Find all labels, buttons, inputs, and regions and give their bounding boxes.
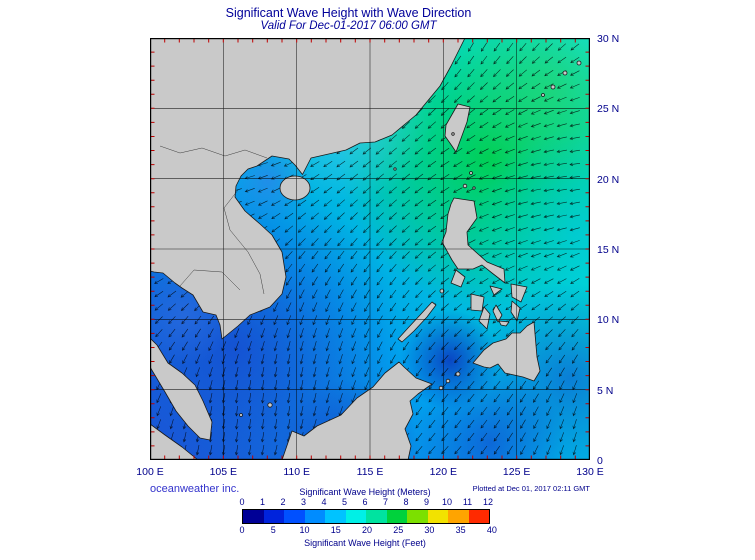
island-sulu-1 bbox=[455, 371, 461, 377]
colorbar-feet-tick: 5 bbox=[270, 525, 276, 535]
x-axis-label: 120 E bbox=[429, 466, 458, 478]
colorbar-feet-tick: 0 bbox=[239, 525, 245, 535]
land-luzon bbox=[441, 197, 506, 284]
y-axis-label: 25 N bbox=[597, 103, 620, 116]
island-ryukyu-2 bbox=[562, 70, 568, 76]
x-axis-label: 100 E bbox=[136, 466, 164, 478]
credit-text: oceanweather inc. bbox=[150, 483, 240, 495]
colorbar-segment bbox=[345, 510, 366, 523]
island-calamian bbox=[439, 288, 445, 294]
colorbar-feet-tick: 40 bbox=[486, 525, 497, 535]
grid-lines bbox=[150, 38, 590, 460]
map-panel bbox=[150, 38, 590, 460]
land-palawan bbox=[397, 301, 437, 343]
land-samar bbox=[510, 283, 528, 303]
colorbar-segment bbox=[263, 510, 284, 523]
colorbar-segment bbox=[448, 510, 469, 523]
map-border bbox=[150, 38, 590, 460]
land-masbate bbox=[489, 285, 503, 296]
colorbar-meters-tick: 2 bbox=[280, 497, 286, 507]
page-title: Significant Wave Height with Wave Direct… bbox=[225, 6, 472, 20]
wave-height-map bbox=[150, 38, 590, 460]
graticule-grid bbox=[150, 38, 590, 460]
degree-ticks bbox=[150, 38, 590, 460]
land-taiwan bbox=[444, 103, 471, 153]
colorbar-segment bbox=[304, 510, 325, 523]
country-borders bbox=[159, 145, 268, 295]
colorbar-meters-tick: 1 bbox=[259, 497, 265, 507]
colorbar-meters-tick: 11 bbox=[462, 497, 473, 507]
colorbar-feet-tick: 25 bbox=[393, 525, 404, 535]
colorbar-segment bbox=[243, 510, 264, 523]
colorbar bbox=[242, 509, 490, 524]
land-bohol bbox=[498, 320, 510, 327]
x-axis-label: 105 E bbox=[209, 466, 238, 478]
island-ryukyu-1 bbox=[550, 84, 556, 90]
colorbar-segment bbox=[427, 510, 448, 523]
colorbar-segment bbox=[468, 510, 489, 523]
colorbar-segment bbox=[386, 510, 407, 523]
y-axis-label: 0 bbox=[597, 455, 603, 467]
x-axis-label: 130 E bbox=[576, 466, 604, 478]
valid-time-subtitle: Valid For Dec-01-2017 06:00 GMT bbox=[260, 20, 437, 32]
island-penghu bbox=[451, 132, 455, 136]
colorbar-segment bbox=[284, 510, 305, 523]
colorbar-meters-tick: 9 bbox=[423, 497, 429, 507]
x-axis-label: 115 E bbox=[356, 466, 384, 478]
land-hainan bbox=[279, 175, 311, 201]
land-negros bbox=[478, 306, 491, 330]
colorbar-feet-tick: 30 bbox=[424, 525, 435, 535]
colorbar-title-feet: Significant Wave Height (Feet) bbox=[304, 538, 426, 548]
y-axis-label: 20 N bbox=[597, 173, 620, 186]
y-axis-label: 10 N bbox=[597, 314, 620, 327]
island-babuyan-2 bbox=[462, 183, 468, 189]
land-panay bbox=[470, 293, 485, 312]
island-ryukyu-4 bbox=[576, 60, 582, 66]
land-borneo bbox=[281, 361, 433, 460]
island-batanes bbox=[472, 186, 476, 190]
x-axis-label: 125 E bbox=[502, 466, 531, 478]
land-leyte bbox=[510, 300, 521, 322]
island-sulu-2 bbox=[445, 378, 451, 384]
y-axis-label: 5 N bbox=[597, 384, 614, 397]
colorbar-feet-tick: 35 bbox=[455, 525, 466, 535]
colorbar-meters-tick: 5 bbox=[341, 497, 347, 507]
colorbar-meters-tick: 3 bbox=[300, 497, 306, 507]
island-natuna bbox=[267, 402, 273, 408]
land-cebu bbox=[492, 304, 503, 323]
degree-tick-marks bbox=[150, 38, 590, 460]
land-mindoro bbox=[450, 269, 466, 288]
colorbar-segment bbox=[366, 510, 387, 523]
colorbar-meters-tick: 12 bbox=[482, 497, 493, 507]
island-pratas bbox=[393, 167, 397, 171]
colorbar-segment bbox=[407, 510, 428, 523]
plotted-timestamp: Plotted at Dec 01, 2017 02:11 GMT bbox=[472, 484, 590, 493]
island-babuyan-1 bbox=[469, 171, 473, 175]
island-ryukyu-3 bbox=[541, 93, 545, 97]
land-mindanao bbox=[472, 321, 541, 382]
colorbar-meters-tick: 4 bbox=[321, 497, 327, 507]
colorbar-meters-tick: 7 bbox=[382, 497, 388, 507]
colorbar-segment bbox=[325, 510, 346, 523]
colorbar-title-meters: Significant Wave Height (Meters) bbox=[299, 487, 431, 497]
landmass bbox=[150, 38, 582, 460]
y-axis-label: 15 N bbox=[597, 244, 620, 256]
x-axis-label: 110 E bbox=[283, 466, 310, 478]
land-sumatra bbox=[150, 423, 199, 460]
colorbar-meters-tick: 0 bbox=[239, 497, 245, 507]
colorbar-feet-tick: 15 bbox=[330, 525, 341, 535]
colorbar-meters-tick: 6 bbox=[362, 497, 368, 507]
colorbar-meters-tick: 8 bbox=[403, 497, 409, 507]
land-malay-peninsula bbox=[150, 337, 213, 441]
colorbar-feet-tick: 10 bbox=[299, 525, 310, 535]
colorbar-feet-tick: 20 bbox=[361, 525, 372, 535]
island-anambas bbox=[239, 413, 243, 417]
island-sulu-3 bbox=[438, 385, 444, 391]
y-axis-label: 30 N bbox=[597, 33, 620, 45]
land-mainland-asia bbox=[150, 38, 466, 340]
colorbar-meters-tick: 10 bbox=[441, 497, 452, 507]
